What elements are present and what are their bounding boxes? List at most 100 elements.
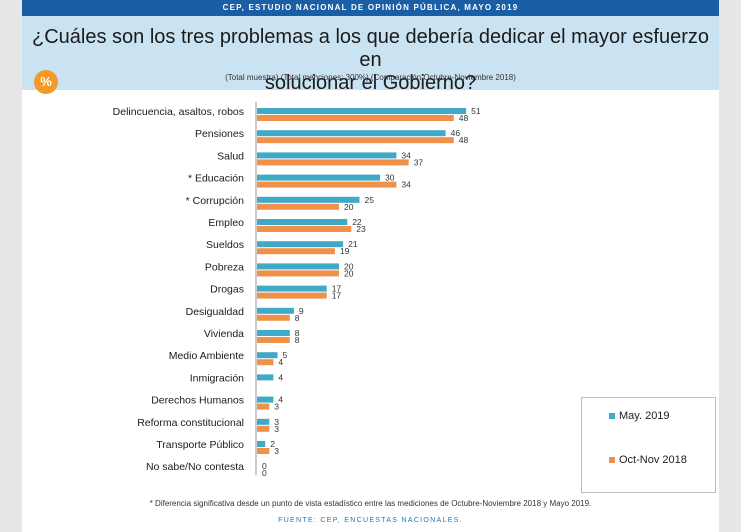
value-label-may2019: 3 xyxy=(274,417,279,427)
right-frame xyxy=(719,0,741,532)
bar-may2019 xyxy=(257,130,446,137)
percent-badge: % xyxy=(34,70,58,94)
bar-may2019 xyxy=(257,174,380,181)
value-label-oct2018: 34 xyxy=(401,180,411,190)
bar-oct2018 xyxy=(257,226,352,232)
category-label: Reforma constitucional xyxy=(137,417,244,429)
bar-may2019 xyxy=(257,374,274,381)
bar-may2019 xyxy=(257,441,266,447)
value-label-oct2018: 23 xyxy=(356,224,366,234)
value-label-may2019: 25 xyxy=(365,195,375,205)
category-label: Sueldos xyxy=(206,239,244,251)
bar-oct2018 xyxy=(257,337,290,343)
category-label: Desigualdad xyxy=(186,306,245,318)
bar-oct2018 xyxy=(257,425,270,432)
category-label: No sabe/No contesta xyxy=(146,461,244,473)
chart-legend: May. 2019 Oct-Nov 2018 xyxy=(581,397,716,493)
bar-oct2018 xyxy=(257,292,327,299)
value-label-oct2018: 19 xyxy=(340,246,350,256)
category-label: Empleo xyxy=(208,217,244,229)
bar-oct2018 xyxy=(257,181,397,188)
value-label-oct2018: 48 xyxy=(459,113,469,123)
value-label-may2019: 8 xyxy=(295,328,300,338)
legend-label-oct2018: Oct-Nov 2018 xyxy=(619,454,687,466)
category-label: Drogas xyxy=(210,284,244,296)
legend-item-oct2018: Oct-Nov 2018 xyxy=(609,454,687,466)
bar-may2019 xyxy=(257,263,339,270)
value-label-oct2018: 3 xyxy=(274,424,279,434)
category-label: Vivienda xyxy=(204,328,244,340)
bar-oct2018 xyxy=(257,115,454,121)
value-label-oct2018: 17 xyxy=(332,291,342,301)
bar-oct2018 xyxy=(257,248,335,255)
legend-swatch-may2019 xyxy=(609,413,615,420)
bar-may2019 xyxy=(257,196,360,203)
category-label: * Educación xyxy=(188,173,244,185)
bar-oct2018 xyxy=(257,159,409,166)
chart-subtitle: (Total muestra) (Total menciones: 300%) … xyxy=(225,73,516,82)
category-label: Delincuencia, asaltos, robos xyxy=(113,106,244,118)
value-label-oct2018: 3 xyxy=(274,446,279,456)
bar-oct2018 xyxy=(257,448,270,454)
bar-may2019 xyxy=(257,418,270,425)
value-label-may2019: 4 xyxy=(278,395,283,405)
category-label: Inmigración xyxy=(190,372,244,384)
legend-label-may2019: May. 2019 xyxy=(619,410,670,422)
bar-oct2018 xyxy=(257,203,339,210)
value-label-may2019: 51 xyxy=(471,106,481,116)
bar-may2019 xyxy=(257,352,278,359)
bar-may2019 xyxy=(257,285,327,292)
left-frame xyxy=(0,0,22,532)
category-label: Pensiones xyxy=(195,128,244,140)
value-label-oct2018: 8 xyxy=(295,313,300,323)
title-line-2: solucionar el Gobierno? xyxy=(264,72,477,94)
bar-may2019 xyxy=(257,219,348,225)
value-label-may2019: 9 xyxy=(299,306,304,316)
bar-may2019 xyxy=(257,108,467,114)
value-label-oct2018: 3 xyxy=(274,402,279,412)
bar-oct2018 xyxy=(257,137,454,144)
legend-item-may2019: May. 2019 xyxy=(609,410,670,422)
bar-oct2018 xyxy=(257,403,270,410)
value-label-may2019: 34 xyxy=(401,150,411,160)
value-label-may2019: 2 xyxy=(270,439,275,449)
value-label-may2019: 0 xyxy=(262,461,267,471)
category-label: Medio Ambiente xyxy=(169,350,244,362)
header-panel: ¿Cuáles son los tres problemas a los que… xyxy=(22,16,719,94)
bar-may2019 xyxy=(257,241,344,248)
value-label-may2019: 46 xyxy=(451,128,461,138)
title-line-1: ¿Cuáles son los tres problemas a los que… xyxy=(31,26,709,71)
value-label-oct2018: 4 xyxy=(278,357,283,367)
source-note: FUENTE: CEP, ENCUESTAS NACIONALES. xyxy=(278,517,463,524)
value-label-oct2018: 0 xyxy=(262,468,267,478)
bar-oct2018 xyxy=(257,359,274,366)
value-label-may2019: 22 xyxy=(352,217,362,227)
footnote: * Diferencia significativa desde un punt… xyxy=(149,499,592,508)
category-label: * Corrupción xyxy=(186,195,245,207)
value-label-may2019: 30 xyxy=(385,173,395,183)
category-label: Salud xyxy=(217,150,244,162)
bar-may2019 xyxy=(257,396,274,403)
value-label-may2019: 21 xyxy=(348,239,358,249)
bar-oct2018 xyxy=(257,314,290,321)
value-label-oct2018: 48 xyxy=(459,135,469,145)
legend-swatch-oct2018 xyxy=(609,457,615,464)
value-label-may2019: 5 xyxy=(283,350,288,360)
survey-banner: CEP, ESTUDIO NACIONAL DE OPINIÓN PÚBLICA… xyxy=(22,0,719,16)
value-label-oct2018: 8 xyxy=(295,335,300,345)
chart-title: ¿Cuáles son los tres problemas a los que… xyxy=(22,26,719,95)
value-label-may2019: 4 xyxy=(278,372,283,382)
bar-may2019 xyxy=(257,307,294,314)
value-label-oct2018: 20 xyxy=(344,268,354,278)
bar-may2019 xyxy=(257,330,290,336)
category-label: Pobreza xyxy=(205,261,244,273)
bar-may2019 xyxy=(257,152,397,159)
value-label-oct2018: 20 xyxy=(344,202,354,212)
bar-oct2018 xyxy=(257,270,339,277)
value-label-may2019: 20 xyxy=(344,261,354,271)
value-label-oct2018: 37 xyxy=(414,157,424,167)
value-label-may2019: 17 xyxy=(332,284,342,294)
category-label: Derechos Humanos xyxy=(151,395,244,407)
category-label: Transporte Público xyxy=(156,439,244,451)
